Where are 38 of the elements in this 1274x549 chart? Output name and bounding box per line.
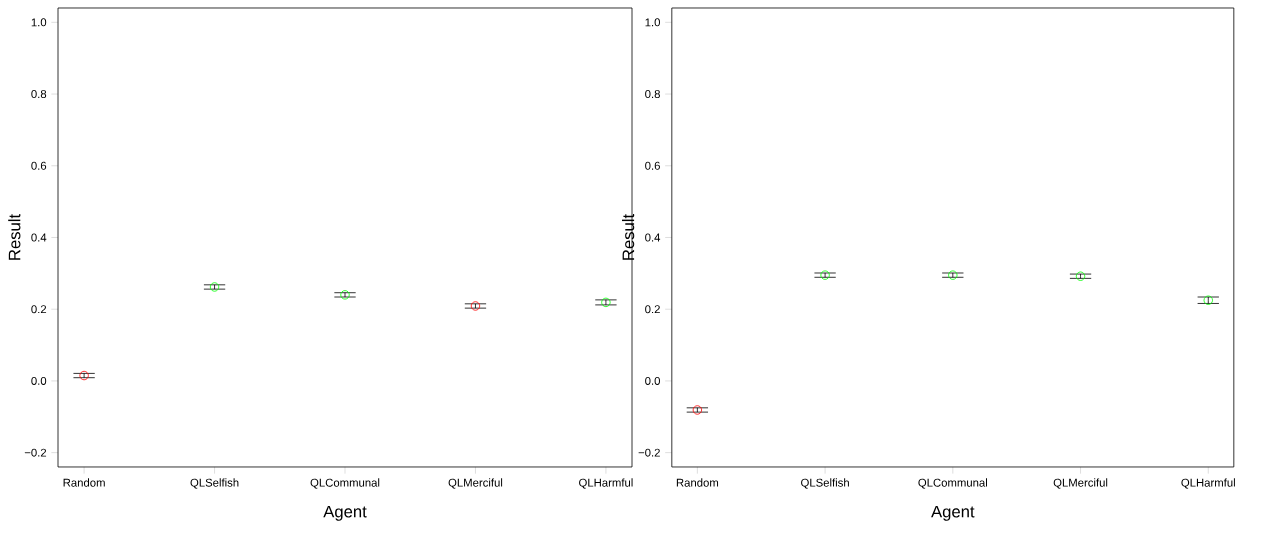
x-tick-label: QLSelfish — [801, 478, 849, 489]
x-tick-label: QLMerciful — [1053, 478, 1108, 489]
x-tick-label: QLHarmful — [1181, 478, 1235, 489]
y-tick-label: 0.6 — [31, 161, 47, 170]
point — [340, 290, 350, 300]
x-tick-label: QLCommunal — [918, 478, 987, 489]
y-tick-label: 0.8 — [31, 90, 47, 99]
point — [1203, 295, 1213, 305]
y-tick-label: −0.2 — [638, 448, 660, 457]
y-axis-title: Result — [622, 213, 635, 260]
y-tick-label: 0.4 — [645, 233, 661, 242]
y-tick-label: 1.0 — [31, 18, 47, 27]
y-tick-label: 0.2 — [645, 305, 660, 314]
point — [79, 370, 89, 381]
point — [948, 270, 958, 280]
point — [601, 297, 611, 308]
x-tick-label: Random — [676, 478, 719, 487]
point — [209, 282, 220, 292]
x-axis-title: Agent — [323, 505, 367, 521]
x-tick-label: QLHarmful — [579, 478, 633, 489]
x-axis-title: Agent — [931, 505, 975, 521]
y-tick-label: 1.0 — [645, 18, 660, 27]
x-tick-label: QLCommunal — [310, 478, 380, 489]
point — [1075, 271, 1086, 281]
y-tick-label: 0.8 — [645, 90, 660, 99]
x-tick-label: QLSelfish — [190, 478, 239, 489]
y-tick-label: 0.2 — [31, 305, 47, 314]
y-axis-title: Result — [8, 213, 21, 260]
point — [820, 270, 830, 280]
y-tick-label: −0.2 — [24, 448, 47, 457]
point — [692, 405, 703, 415]
y-tick-label: 0.0 — [31, 376, 47, 385]
x-tick-label: Random — [63, 478, 105, 487]
x-tick-label: QLMerciful — [448, 478, 503, 489]
y-tick-label: 0.6 — [645, 161, 660, 170]
y-tick-label: 0.0 — [645, 376, 660, 385]
y-tick-label: 0.4 — [31, 233, 47, 242]
point — [470, 301, 481, 311]
